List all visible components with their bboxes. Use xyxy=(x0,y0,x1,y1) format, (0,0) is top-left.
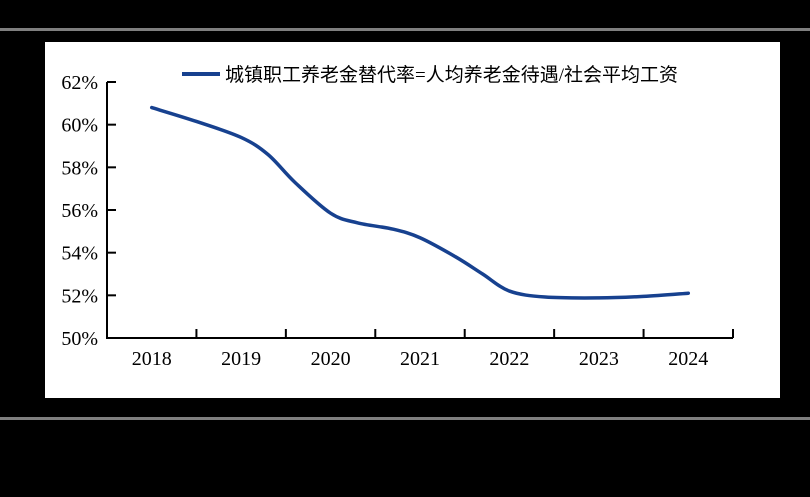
y-axis-label: 58% xyxy=(61,157,98,179)
x-axis-label: 2019 xyxy=(221,348,261,370)
y-axis-label: 56% xyxy=(61,200,98,222)
x-axis-label: 2022 xyxy=(489,348,529,370)
x-axis-label: 2021 xyxy=(400,348,440,370)
x-axis-label: 2024 xyxy=(668,348,708,370)
y-axis-label: 54% xyxy=(61,243,98,265)
x-axis-label: 2018 xyxy=(132,348,172,370)
legend-label: 城镇职工养老金替代率=人均养老金待遇/社会平均工资 xyxy=(225,64,678,86)
top-separator-line xyxy=(0,28,810,31)
y-axis-labels: 62% 60% 58% 56% 54% 52% 50% xyxy=(61,72,98,350)
y-axis-label: 52% xyxy=(61,285,98,307)
bottom-separator-line xyxy=(0,417,810,420)
chart-panel: 城镇职工养老金替代率=人均养老金待遇/社会平均工资 62% 60% 58% 56% 54… xyxy=(45,42,780,398)
x-axis-label: 2023 xyxy=(579,348,619,370)
x-axis-label: 2020 xyxy=(311,348,351,370)
y-axis-label: 50% xyxy=(61,328,98,350)
chart-axes xyxy=(106,81,734,339)
x-axis-labels: 2018 2019 2020 2021 2022 2023 2024 xyxy=(132,348,709,370)
line-chart: 城镇职工养老金替代率=人均养老金待遇/社会平均工资 62% 60% 58% 56% 54… xyxy=(61,64,734,370)
y-axis-label: 60% xyxy=(61,115,98,137)
chart-legend: 城镇职工养老金替代率=人均养老金待遇/社会平均工资 xyxy=(182,64,678,86)
y-axis-label: 62% xyxy=(61,72,98,94)
series-line xyxy=(149,105,691,300)
